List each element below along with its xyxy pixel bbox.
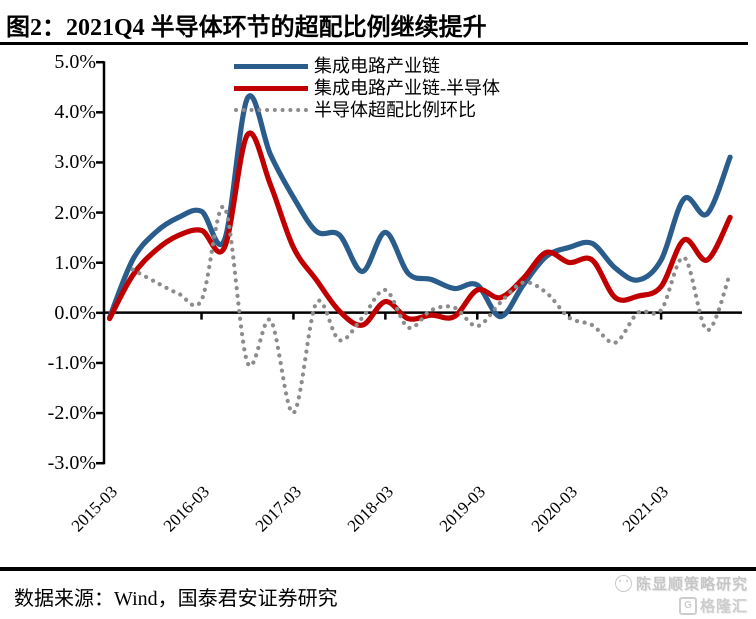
y-axis-label: 2.0% xyxy=(54,201,96,224)
legend-item-blue: 集成电路产业链 xyxy=(234,55,534,77)
avatar-icon xyxy=(614,575,632,592)
y-axis-label: 5.0% xyxy=(54,51,96,74)
series-line-ic-chain xyxy=(107,93,733,321)
y-axis-label: -3.0% xyxy=(47,452,96,475)
red-line-swatch-icon xyxy=(234,85,308,91)
watermark-account-row: 陈显顺策略研究 xyxy=(548,573,748,594)
series-line-semiconductor xyxy=(107,130,733,328)
data-source-text: 数据来源：Wind，国泰君安证券研究 xyxy=(14,588,338,610)
chart-title: 图2：2021Q4 半导体环节的超配比例继续提升 xyxy=(6,15,487,41)
y-axis-label: 4.0% xyxy=(54,101,96,124)
blue-line-swatch-icon xyxy=(234,63,308,69)
bottom-divider xyxy=(0,567,756,571)
legend-item-gray: 半导体超配比例环比 xyxy=(234,99,534,121)
y-axis-label: -2.0% xyxy=(47,402,96,425)
legend-label: 集成电路产业链-半导体 xyxy=(314,78,500,98)
watermark-site-row: G 格隆汇 xyxy=(548,595,748,616)
gray-dotted-swatch-icon xyxy=(234,108,308,112)
title-underline xyxy=(0,42,748,45)
legend-label: 半导体超配比例环比 xyxy=(314,100,476,120)
y-axis-label: 0.0% xyxy=(54,301,96,324)
watermark: 陈显顺策略研究 G 格隆汇 xyxy=(548,573,748,616)
legend-item-red: 集成电路产业链-半导体 xyxy=(234,77,534,99)
series-line-qoq-dotted xyxy=(130,204,733,416)
watermark-site-name: 格隆汇 xyxy=(699,598,748,615)
y-axis-label: -1.0% xyxy=(47,351,96,374)
legend: 集成电路产业链 集成电路产业链-半导体 半导体超配比例环比 xyxy=(234,55,534,121)
y-axis-label: 3.0% xyxy=(54,151,96,174)
watermark-account-name: 陈显顺策略研究 xyxy=(635,576,748,593)
legend-label: 集成电路产业链 xyxy=(314,56,440,76)
gelonghui-logo-icon: G xyxy=(678,596,697,615)
y-axis-label: 1.0% xyxy=(54,251,96,274)
